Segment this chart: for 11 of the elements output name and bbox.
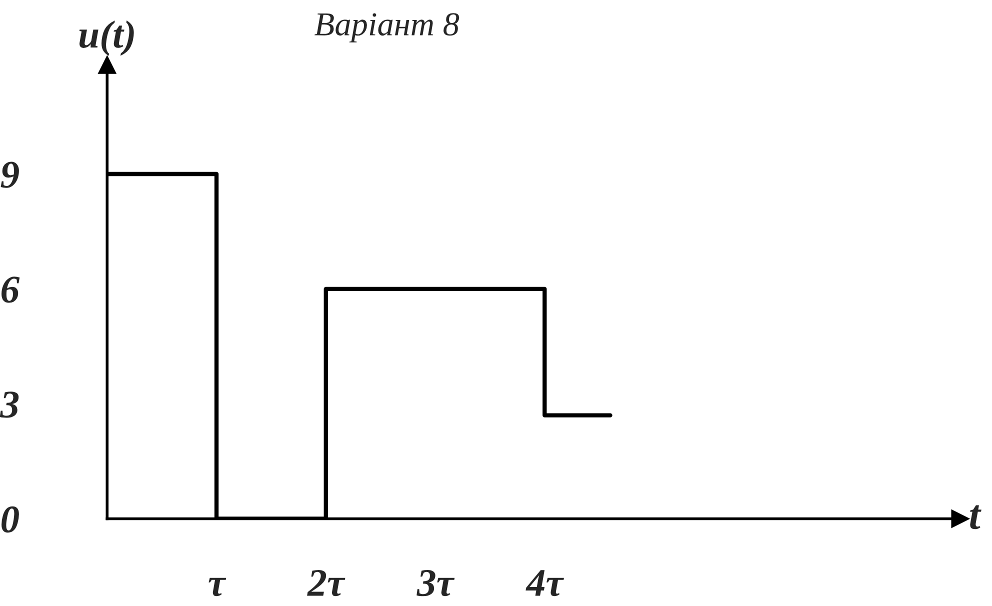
- y-tick-label: 9: [0, 162, 19, 188]
- chart-title: Варіант 8: [314, 13, 460, 42]
- x-tick-label: 2τ: [307, 570, 346, 596]
- x-tick-label: τ: [208, 578, 226, 596]
- y-tick-label: 0: [2, 506, 19, 533]
- x-tick-label: 3τ: [416, 570, 455, 596]
- y-axis-title: u(t): [79, 20, 134, 56]
- y-tick-label: 6: [2, 276, 20, 303]
- x-axis-title: t: [970, 505, 982, 530]
- x-tick-label: 4τ: [526, 570, 564, 596]
- y-tick-label: 3: [0, 392, 19, 418]
